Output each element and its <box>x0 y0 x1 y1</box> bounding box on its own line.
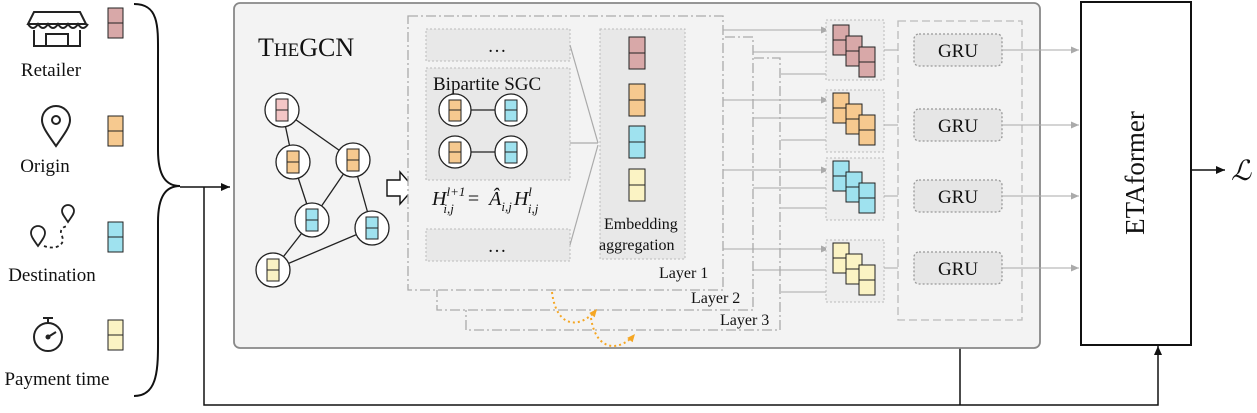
retailer-embedding-stack <box>832 24 876 78</box>
gru-block-3: GRU <box>913 179 1003 213</box>
heterogeneous-graph <box>255 92 390 288</box>
layer-embedding-stacks <box>825 19 885 303</box>
graph-node-origin-1 <box>275 144 311 180</box>
gru-label-4: GRU <box>938 259 978 280</box>
destination-label: Destination <box>8 265 96 286</box>
sgc-top-ellipsis: … <box>488 36 507 57</box>
payment-time-embedding-icon <box>107 319 124 351</box>
layer-2-label: Layer 2 <box>691 290 740 307</box>
etaformer-box <box>1080 1 1192 346</box>
gru-label-1: GRU <box>938 41 978 62</box>
graph-to-sgc-arrow <box>386 170 415 206</box>
aggregation-label-line2: aggregation <box>599 237 675 254</box>
layer-1-to-2-arrow <box>551 291 598 324</box>
retailer-input: Retailer <box>21 7 124 81</box>
destination-embedding-icon <box>107 221 124 253</box>
bipartite-node-destination-1 <box>494 93 528 127</box>
aggregation-label-line1: Embedding <box>604 216 678 233</box>
loss-symbol: ℒ <box>1231 156 1252 187</box>
bipartite-sgc-label: Bipartite SGC <box>433 74 541 95</box>
graph-node-destination-2 <box>354 210 390 246</box>
route-icon <box>30 204 75 249</box>
bypass-line <box>203 187 1162 406</box>
graph-node-payment-time <box>255 252 291 288</box>
gru-label-3: GRU <box>938 187 978 208</box>
gru-block-2: GRU <box>913 108 1003 142</box>
payment-time-input: Payment time <box>4 317 124 390</box>
aggregated-embeddings <box>628 36 646 202</box>
etaformer-label: ETAformer <box>1120 111 1150 235</box>
destination-embedding-stack <box>832 160 876 214</box>
thegcn-title: THEGCN <box>258 33 354 62</box>
retailer-embedding-icon <box>107 7 124 39</box>
gru-block-1: GRU <box>913 33 1003 67</box>
retailer-label: Retailer <box>21 60 82 81</box>
gru-block-4: GRU <box>913 251 1003 285</box>
payment-time-label: Payment time <box>4 369 109 390</box>
input-brace <box>133 3 181 397</box>
gru-label-2: GRU <box>938 116 978 137</box>
layer-3-label: Layer 3 <box>720 312 769 329</box>
sgc-formula: Hl+1 i,j = Âi,j Hl i,j <box>431 184 539 216</box>
payment-time-embedding-stack <box>832 242 876 296</box>
graph-node-origin-2 <box>335 142 371 178</box>
graph-node-retailer <box>264 92 300 128</box>
store-icon <box>26 11 89 47</box>
origin-input: Origin <box>20 105 124 177</box>
sgc-bottom-ellipsis: … <box>488 236 507 257</box>
origin-label: Origin <box>20 156 70 177</box>
gru-to-etaformer-arrows <box>1002 46 1079 272</box>
stopwatch-icon <box>33 317 63 352</box>
origin-embedding-icon <box>107 115 124 147</box>
bipartite-graph <box>438 93 528 169</box>
bipartite-node-origin-2 <box>438 135 472 169</box>
aggregation-input-lines <box>569 44 599 246</box>
bipartite-node-origin-1 <box>438 93 472 127</box>
destination-input: Destination <box>8 204 124 286</box>
graph-node-destination-1 <box>294 202 330 238</box>
map-pin-icon <box>40 105 72 148</box>
bipartite-node-destination-2 <box>494 135 528 169</box>
layer-1-label: Layer 1 <box>659 265 708 282</box>
origin-embedding-stack <box>832 92 876 146</box>
